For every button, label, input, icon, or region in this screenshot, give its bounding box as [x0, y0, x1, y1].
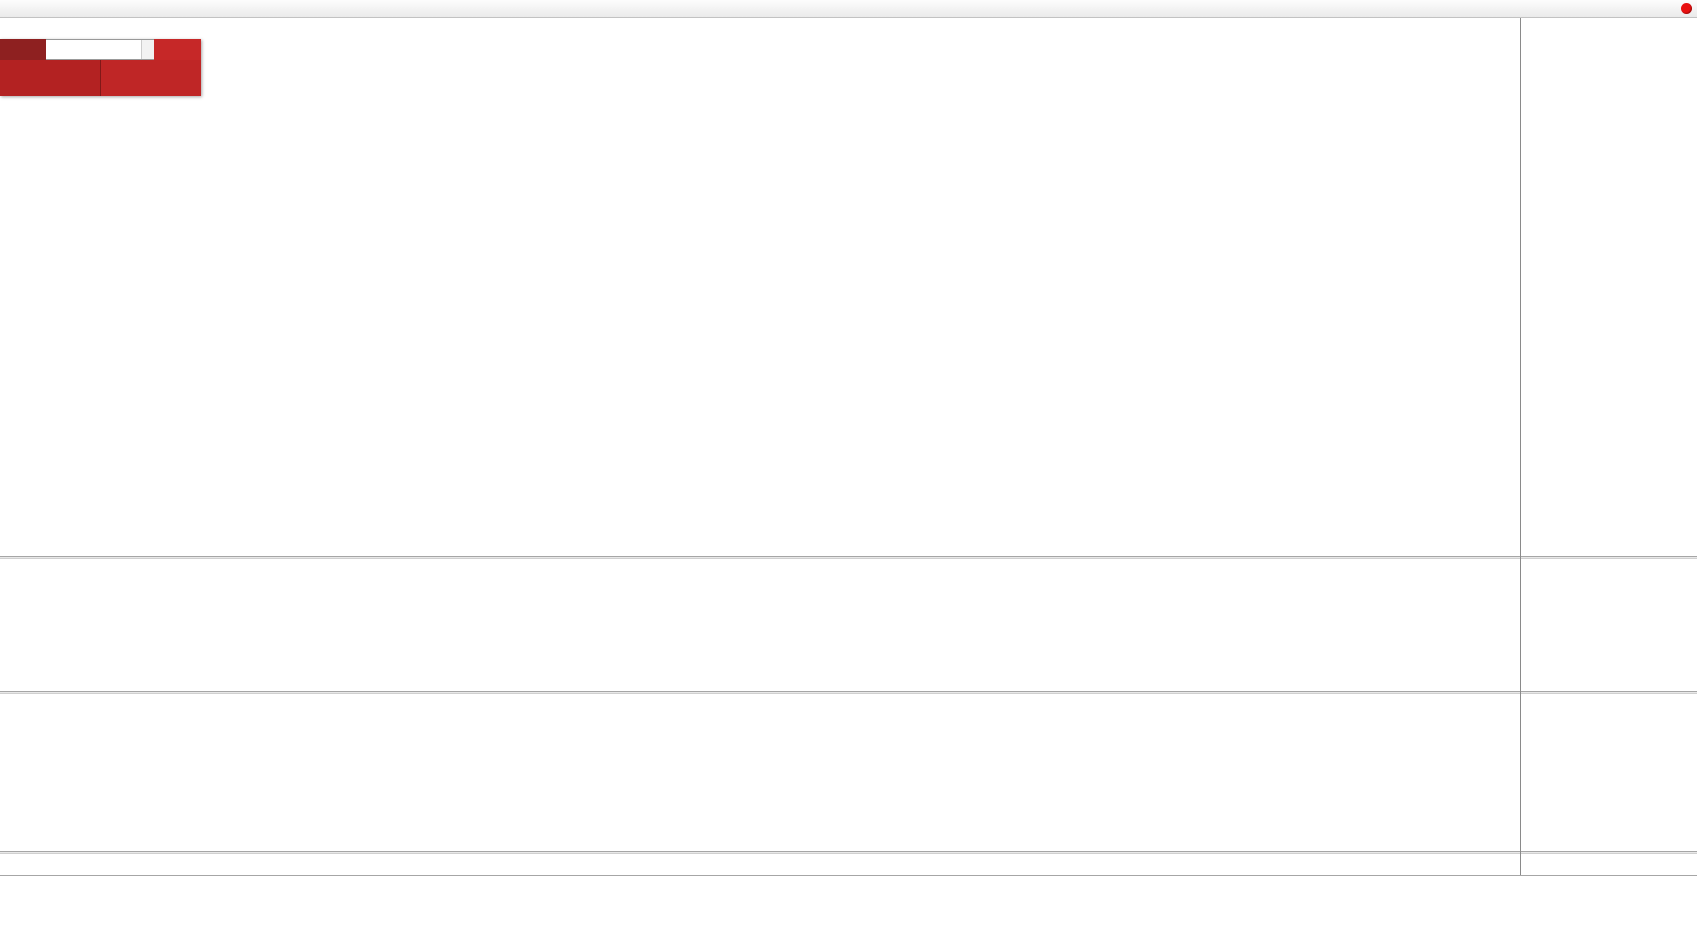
one-click-trade-panel [0, 39, 201, 96]
sell-price[interactable] [0, 60, 101, 96]
connection-status-dot [1681, 3, 1692, 14]
sell-button[interactable] [0, 39, 46, 60]
window-bottom-border [0, 875, 1697, 876]
macd-indicator-label [6, 561, 24, 573]
macd-panel-splitter[interactable] [0, 556, 1697, 559]
price-axis-border [1520, 18, 1521, 875]
volume-input[interactable] [46, 40, 141, 59]
volume-field-wrap [46, 39, 154, 60]
chart-region [0, 18, 1697, 940]
price-axis[interactable] [1521, 18, 1697, 853]
rsi-panel-splitter[interactable] [0, 691, 1697, 694]
time-axis-splitter [0, 851, 1697, 854]
buy-price[interactable] [101, 60, 201, 96]
time-axis[interactable] [0, 854, 1520, 875]
main-toolbar [0, 0, 1697, 18]
volume-spinner[interactable] [141, 40, 154, 59]
buy-button[interactable] [154, 39, 201, 60]
rsi-indicator-label [6, 698, 18, 710]
